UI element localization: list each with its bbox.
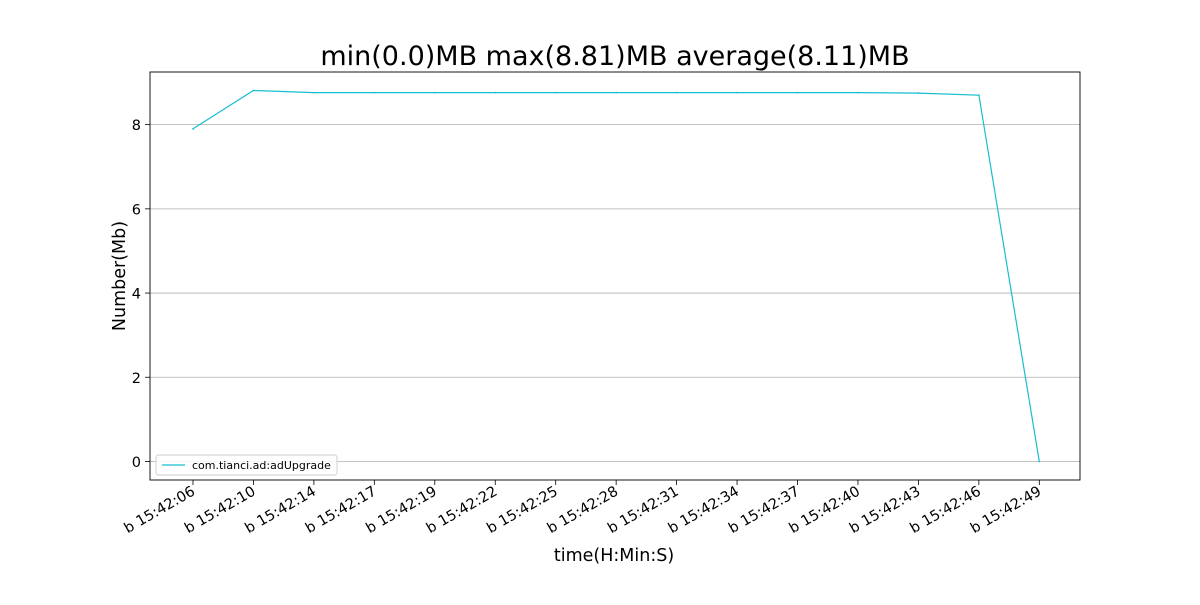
legend-box [155, 454, 338, 476]
data-point [1038, 460, 1041, 463]
data-point [313, 91, 315, 94]
legend: com.tianci.ad:adUpgrade [155, 454, 338, 476]
y-tick-label: 0 [132, 455, 141, 471]
data-point [494, 91, 497, 94]
data-point [857, 91, 859, 94]
y-tick-label: 8 [132, 118, 141, 134]
data-point [252, 89, 255, 92]
chart-title: min(0.0)MB max(8.81)MB average(8.11)MB [320, 41, 909, 72]
y-tick-label: 4 [132, 287, 141, 303]
data-point [615, 91, 618, 94]
y-tick-label: 2 [132, 371, 141, 387]
x-axis-label: time(H:Min:S) [554, 546, 674, 566]
data-point [796, 91, 799, 94]
grid-lines [150, 124, 1080, 462]
data-point [433, 91, 436, 94]
data-point [917, 92, 920, 94]
data-point [373, 91, 376, 94]
data-point [192, 127, 194, 130]
y-tick-label: 6 [132, 202, 141, 218]
y-axis-label: Number(Mb) [110, 221, 130, 331]
legend-label: com.tianci.ad:adUpgrade [192, 459, 331, 472]
data-point [554, 91, 557, 94]
data-point [736, 91, 738, 94]
data-point [977, 94, 980, 97]
series-line [192, 89, 1040, 462]
plot-frame [149, 71, 1081, 481]
data-point [675, 91, 678, 94]
